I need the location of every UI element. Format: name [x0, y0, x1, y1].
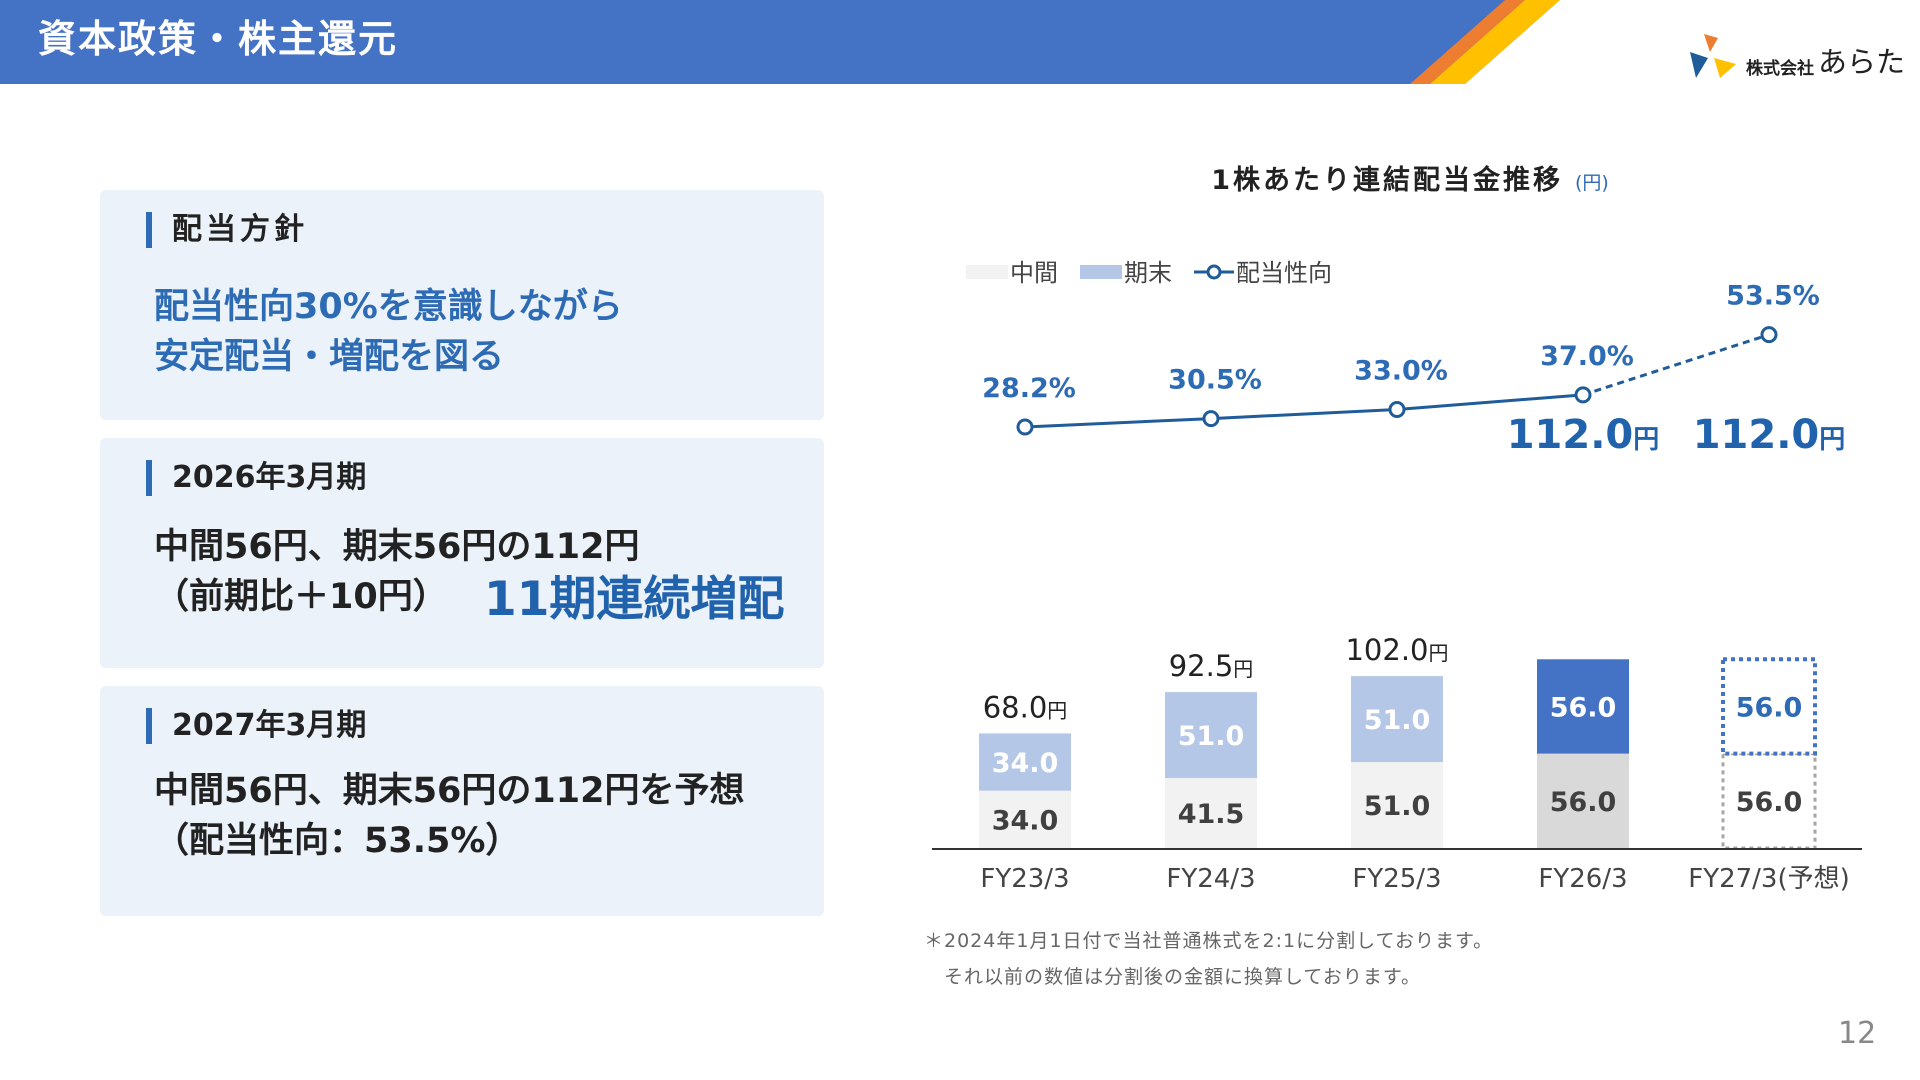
payout-line-segment	[1396, 393, 1584, 411]
chart-legend: 中間 期末 配当性向	[966, 259, 1332, 287]
bar-year-end	[1537, 659, 1629, 754]
dividend-policy-line2: 安定配当・増配を図る	[154, 337, 505, 377]
dividend-policy-heading: 配当方針	[146, 212, 308, 248]
x-tick-label: FY25/3	[1352, 864, 1441, 894]
x-tick-label: FY24/3	[1166, 864, 1255, 894]
payout-label: 30.5%	[1168, 365, 1262, 396]
data-label-interim: 51.0	[1364, 791, 1431, 822]
data-label-year-end: 51.0	[1178, 721, 1245, 752]
chart-title-text: 1株あたり連結配当金推移	[1211, 165, 1563, 196]
payout-label: 37.0%	[1540, 341, 1634, 372]
bar-year-end	[979, 733, 1071, 791]
payout-point	[1574, 386, 1592, 404]
legend-label-year-end: 期末	[1124, 259, 1172, 287]
fy2027-heading: 2027年3月期	[146, 708, 366, 744]
footnote-line1: ＊2024年1月1日付で当社普通株式を2:1に分割しております。	[924, 930, 1494, 952]
fy2026-line2: （前期比＋10円）	[154, 577, 448, 617]
data-label-total-unit: 円	[1233, 657, 1253, 681]
data-label-year-end: 56.0	[1550, 692, 1617, 723]
payout-label: 33.0%	[1354, 355, 1448, 386]
company-logo: 株式会社 あらた	[1680, 30, 1905, 90]
data-label-total: 68.0円	[983, 690, 1068, 724]
fy2027-line2: （配当性向：53.5%）	[154, 821, 521, 861]
bar-year-end	[1721, 657, 1817, 756]
yellow-stripe	[1430, 0, 1560, 84]
bar-interim	[1165, 778, 1257, 848]
data-label-total: 92.5円	[1169, 649, 1254, 683]
payout-point	[1388, 400, 1406, 418]
legend-label-interim: 中間	[1010, 259, 1058, 287]
header-white-corner	[1465, 0, 1920, 84]
bar-interim	[1351, 762, 1443, 848]
legend-label-payout: 配当性向	[1236, 259, 1332, 287]
header-bar: 資本政策・株主還元	[0, 0, 1920, 84]
payout-line-group: 28.2% 30.5% 33.0% 37.0% 53.5%	[982, 281, 1820, 436]
data-label-year-end: 51.0	[1364, 705, 1431, 736]
fy2026-heading: 2026年3月期	[146, 460, 366, 496]
bar-year-end	[1351, 676, 1443, 763]
logo-prefix: 株式会社	[1746, 58, 1814, 79]
page-number: 12	[1838, 1016, 1877, 1051]
x-tick-label: FY23/3	[980, 864, 1069, 894]
payout-label: 53.5%	[1726, 281, 1820, 312]
logo-mark-icon	[1690, 34, 1736, 78]
dividend-policy-text: 配当性向30%を意識しながら 安定配当・増配を図る	[154, 282, 623, 382]
data-label-total-unit: 円	[1429, 641, 1449, 665]
data-label-interim: 34.0	[992, 805, 1059, 836]
page-title: 資本政策・株主還元	[38, 17, 399, 61]
fy2027-text: 中間56円、期末56円の112円を予想 （配当性向：53.5%）	[154, 766, 744, 866]
fy2026-line1: 中間56円、期末56円の112円	[154, 527, 640, 567]
payout-label: 28.2%	[982, 373, 1076, 404]
payout-point	[1760, 326, 1778, 344]
fy2027-line1: 中間56円、期末56円の112円を予想	[154, 771, 745, 811]
data-label-total: 112.0円	[1507, 412, 1660, 458]
chart-title-unit: (円)	[1574, 172, 1609, 194]
legend-swatch-interim	[966, 265, 1008, 279]
dividend-policy-line1: 配当性向30%を意識しながら	[154, 287, 623, 327]
data-label-interim: 56.0	[1550, 787, 1617, 818]
x-axis-labels: FY23/3 FY24/3 FY25/3 FY26/3 FY27/3(予想)	[980, 864, 1849, 894]
footnote-line2: それ以前の数値は分割後の金額に換算しております。	[944, 966, 1421, 988]
chart-title: 1株あたり連結配当金推移 (円)	[1130, 158, 1690, 197]
data-label-year-end: 34.0	[992, 748, 1059, 779]
orange-stripe	[1410, 0, 1525, 84]
bar-group: 34.0 34.0 68.0円 41.5 51.0 92.5円 51.0 51.0 102.0円…	[979, 412, 1846, 850]
x-tick-label: FY27/3(予想)	[1688, 864, 1850, 894]
data-label-total: 112.0円	[1693, 412, 1846, 458]
payout-line-segment	[1024, 417, 1212, 429]
data-label-total-unit: 円	[1047, 698, 1067, 722]
payout-point	[1016, 418, 1034, 436]
fy2027-panel: 2027年3月期 中間56円、期末56円の112円を予想 （配当性向：53.5%…	[100, 686, 824, 916]
bar-interim	[1721, 752, 1817, 850]
bar-interim	[1537, 753, 1629, 848]
fy2026-text: 中間56円、期末56円の112円 （前期比＋10円）	[154, 522, 639, 622]
legend-marker-payout	[1206, 264, 1222, 280]
payout-line-segment	[1582, 333, 1770, 397]
data-label-total: 102.0円	[1345, 633, 1448, 667]
logo-name: あらた	[1818, 45, 1906, 79]
data-label-year-end: 56.0	[1736, 692, 1803, 723]
x-tick-label: FY26/3	[1538, 864, 1627, 894]
header-stripes	[1410, 0, 1920, 84]
bar-interim	[979, 790, 1071, 848]
dividend-policy-panel: 配当方針 配当性向30%を意識しながら 安定配当・増配を図る	[100, 190, 824, 420]
payout-line-segment	[1210, 407, 1398, 421]
data-label-interim: 56.0	[1736, 787, 1803, 818]
fy2026-panel: 2026年3月期 中間56円、期末56円の112円 （前期比＋10円） 11期連…	[100, 438, 824, 668]
data-label-total-unit: 円	[1633, 425, 1659, 455]
consecutive-increase-highlight: 11期連続増配	[484, 572, 785, 627]
bar-year-end	[1165, 692, 1257, 779]
legend-swatch-year-end	[1080, 265, 1122, 279]
payout-point	[1202, 410, 1220, 428]
data-label-total-unit: 円	[1819, 425, 1845, 455]
data-label-interim: 41.5	[1178, 799, 1245, 830]
